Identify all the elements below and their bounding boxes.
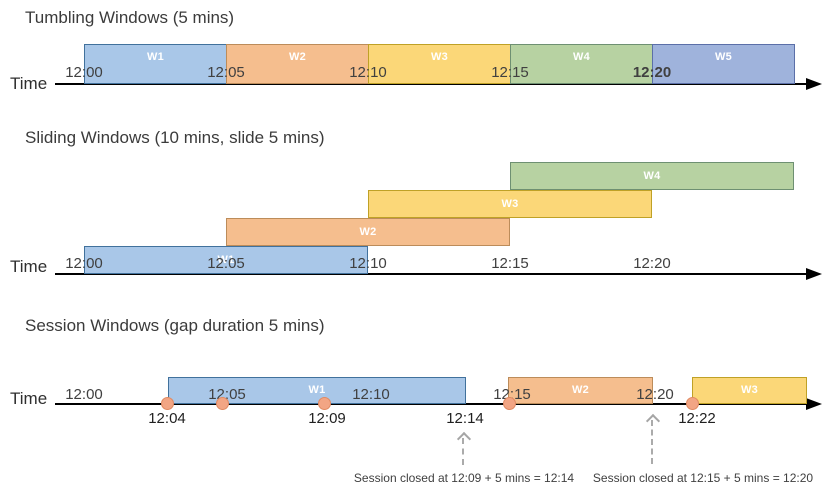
tumbling-tick-1205: 12:05 [207, 64, 245, 81]
session-close-arrow-1 [462, 438, 464, 465]
event-dot-1206 [216, 397, 229, 410]
sliding-window-w4 [510, 162, 794, 190]
sliding-window-w3-label: W3 [501, 198, 519, 210]
tumbling-axis [55, 83, 807, 85]
sliding-axis-arrowhead-icon [806, 268, 822, 280]
session-window-w2-label: W2 [571, 384, 590, 396]
session-window-w1-label: W1 [308, 384, 326, 396]
tumbling-window-w1 [84, 44, 227, 84]
session-axis-arrowhead-icon [806, 398, 822, 410]
event-label-1222: 12:22 [678, 410, 716, 427]
event-label-1214: 12:14 [446, 410, 484, 427]
session-close-arrow-1-head-icon [456, 431, 472, 447]
sliding-time-label: Time [10, 257, 48, 276]
session-tick-1220: 12:20 [636, 386, 674, 403]
session-tick-1210: 12:10 [352, 386, 390, 403]
event-dot-1204 [161, 397, 174, 410]
sliding-window-w1 [84, 246, 368, 274]
tumbling-tick-1215: 12:15 [491, 64, 529, 81]
session-close-annotation-2: Session closed at 12:15 + 5 mins = 12:20 [592, 471, 814, 485]
sliding-tick-1220: 12:20 [633, 255, 671, 272]
event-label-1204: 12:04 [148, 410, 186, 427]
sliding-tick-1210: 12:10 [349, 255, 387, 272]
session-window-w1 [168, 377, 466, 404]
sliding-tick-1215: 12:15 [491, 255, 529, 272]
sliding-axis [55, 273, 807, 275]
session-close-arrow-2-head-icon [645, 413, 661, 429]
sliding-window-w2-label: W2 [359, 226, 377, 238]
session-close-annotation-1: Session closed at 12:09 + 5 mins = 12:14 [353, 471, 575, 485]
tumbling-window-w1-label: W1 [146, 51, 165, 63]
event-label-1209: 12:09 [308, 410, 346, 427]
tumbling-window-w5 [652, 44, 795, 84]
tumbling-time-label: Time [10, 74, 48, 93]
sliding-title: Sliding Windows (10 mins, slide 5 mins) [25, 128, 325, 147]
event-dot-1215 [503, 397, 516, 410]
tumbling-tick-1200: 12:00 [65, 64, 103, 81]
session-axis [55, 403, 807, 405]
tumbling-window-w3-label: W3 [430, 51, 449, 63]
tumbling-window-w4-label: W4 [572, 51, 591, 63]
sliding-window-w1-label: W1 [217, 254, 235, 266]
event-dot-1222 [686, 397, 699, 410]
tumbling-window-w4 [510, 44, 653, 84]
sliding-tick-1200: 12:00 [65, 255, 103, 272]
tumbling-tick-1220: 12:20 [632, 64, 672, 81]
tumbling-tick-1210: 12:10 [349, 64, 387, 81]
session-time-label: Time [10, 389, 48, 408]
session-close-arrow-2 [651, 420, 653, 464]
session-window-w3 [692, 377, 807, 404]
session-window-w2 [508, 377, 653, 404]
sliding-window-w2 [226, 218, 510, 246]
tumbling-window-w2 [226, 44, 369, 84]
session-tick-1215: 12:15 [493, 386, 531, 403]
sliding-window-w4-label: W4 [643, 170, 661, 182]
tumbling-window-w2-label: W2 [288, 51, 307, 63]
tumbling-axis-arrowhead-icon [806, 78, 822, 90]
sliding-tick-1205: 12:05 [207, 255, 245, 272]
event-dot-1209 [318, 397, 331, 410]
session-tick-1200: 12:00 [65, 386, 103, 403]
session-title: Session Windows (gap duration 5 mins) [25, 316, 325, 335]
tumbling-title: Tumbling Windows (5 mins) [25, 8, 235, 27]
session-window-w3-label: W3 [740, 384, 759, 396]
sliding-window-w3 [368, 190, 652, 218]
tumbling-window-w5-label: W5 [714, 51, 733, 63]
